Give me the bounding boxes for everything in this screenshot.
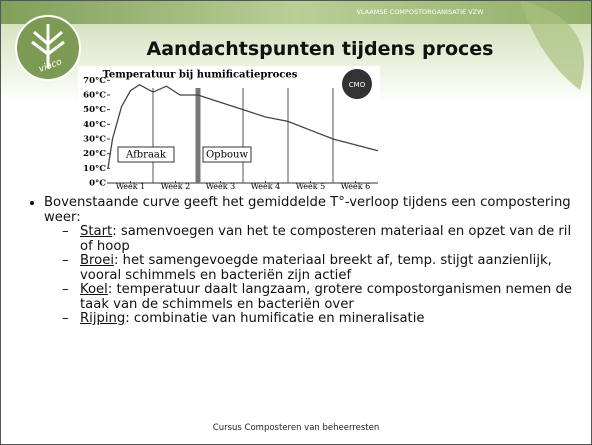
term: Koel [80, 282, 108, 297]
y-tick-label: 70°C [83, 76, 106, 86]
annotation: Afbraak [125, 150, 167, 161]
description: : samenvoegen van het te composteren mat… [80, 224, 571, 254]
x-tick-label: Week 4 [251, 182, 281, 191]
chart-bg [78, 66, 380, 192]
y-tick-label: 0°C [89, 179, 106, 189]
footer: Cursus Composteren van beheerresten [0, 423, 592, 433]
organisation: VLAAMSE COMPOSTORGANISATIE VZW [356, 8, 484, 16]
chart-title: Temperatuur bij humificatieproces [103, 70, 298, 81]
term: Start [80, 224, 112, 239]
slide-title: Aandachtspunten tijdens proces [147, 38, 494, 60]
x-tick-label: Week 5 [296, 182, 326, 191]
sub-bullet: Start: samenvoegen van het te compostere… [62, 225, 573, 254]
term: Rijping [80, 311, 125, 326]
slide: viaco VLAAMSE COMPOSTORGANISATIE VZW Aan… [0, 0, 592, 445]
x-tick-label: Week 2 [161, 182, 191, 191]
y-tick-label: 40°C [83, 120, 106, 130]
bullets: Bovenstaande curve geeft het gemiddelde … [28, 196, 573, 327]
y-tick-label: 60°C [83, 91, 106, 101]
sub-bullets: Start: samenvoegen van het te compostere… [44, 225, 573, 327]
chart: Temperatuur bij humificatieproces CMO 70°C… [78, 66, 380, 192]
description: : het samengevoegde materiaal breekt af,… [80, 253, 552, 283]
annotation: Opbouw [206, 150, 248, 161]
bullet-intro: Bovenstaande curve geeft het gemiddelde … [44, 196, 573, 327]
x-tick-label: Week 3 [206, 182, 236, 191]
description: : temperatuur daalt langzaam, grotere co… [80, 282, 572, 312]
badge: CMO [349, 81, 366, 89]
y-tick-label: 10°C [83, 164, 106, 174]
bullet-text: Bovenstaande curve geeft het gemiddelde … [44, 195, 571, 225]
description: : combinatie van humificatie en minerali… [125, 311, 424, 326]
top-band [0, 0, 592, 24]
y-tick-label: 20°C [83, 149, 106, 159]
term: Broei [80, 253, 114, 268]
y-tick-label: 30°C [83, 135, 106, 145]
x-tick-label: Week 1 [116, 182, 146, 191]
sub-bullet: Broei: het samengevoegde materiaal breek… [62, 254, 573, 283]
sub-bullet: Koel: temperatuur daalt langzaam, groter… [62, 283, 573, 312]
x-tick-label: Week 6 [341, 182, 371, 191]
sub-bullet: Rijping: combinatie van humificatie en m… [62, 312, 573, 327]
y-tick-label: 50°C [83, 105, 106, 115]
